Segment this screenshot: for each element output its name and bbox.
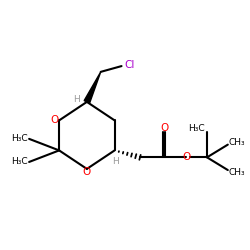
Text: O: O [182,152,190,162]
Text: H: H [112,157,119,166]
Text: CH₃: CH₃ [229,138,246,147]
Text: H: H [73,95,80,104]
Text: CH₃: CH₃ [229,168,246,177]
Polygon shape [84,72,101,103]
Text: O: O [50,116,58,126]
Text: H₃C: H₃C [188,124,205,133]
Text: O: O [83,167,91,177]
Text: O: O [160,124,169,134]
Text: H₃C: H₃C [11,134,27,143]
Text: H₃C: H₃C [11,158,27,166]
Text: Cl: Cl [124,60,135,70]
